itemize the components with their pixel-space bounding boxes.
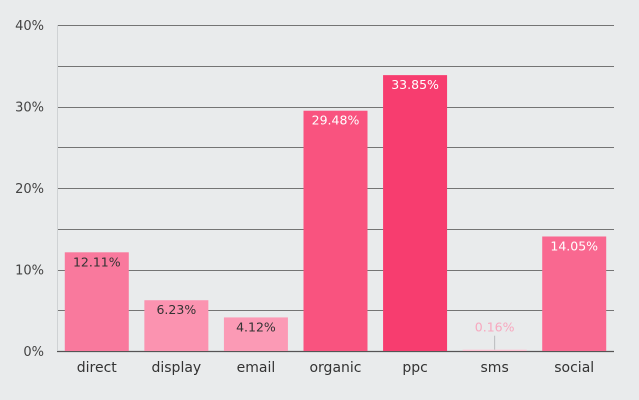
bar-display bbox=[144, 300, 209, 351]
x-tick-label-email: email bbox=[237, 360, 276, 376]
y-tick-label: 20% bbox=[15, 182, 44, 197]
bar-social bbox=[542, 236, 607, 351]
data-label-organic: 29.48% bbox=[312, 113, 360, 128]
x-tick-label-direct: direct bbox=[77, 360, 118, 376]
x-tick-label-organic: organic bbox=[309, 360, 361, 376]
bars bbox=[64, 75, 607, 351]
y-tick-label: 10% bbox=[15, 264, 44, 279]
data-label-ppc: 33.85% bbox=[391, 77, 439, 92]
y-tick-label: 40% bbox=[15, 19, 44, 34]
bar-direct bbox=[64, 252, 129, 351]
bar-organic bbox=[303, 110, 368, 351]
data-label-social: 14.05% bbox=[550, 238, 598, 253]
bar-sms bbox=[462, 349, 527, 351]
data-label-sms: 0.16% bbox=[475, 320, 515, 335]
data-label-email: 4.12% bbox=[236, 319, 276, 334]
data-labels: 12.11% 6.23% 4.12% 29.48% 33.85% 0.16% 14.05% bbox=[73, 77, 598, 350]
y-axis: 0% 10% 20% 30% 40% bbox=[15, 19, 44, 360]
bar-ppc bbox=[383, 75, 448, 351]
y-tick-label: 30% bbox=[15, 101, 44, 116]
x-axis: direct display email organic ppc sms social bbox=[77, 360, 594, 376]
x-tick-label-sms: sms bbox=[481, 360, 509, 376]
y-tick-label: 0% bbox=[23, 345, 44, 360]
x-tick-label-display: display bbox=[151, 360, 201, 376]
x-tick-label-ppc: ppc bbox=[402, 360, 427, 376]
data-label-display: 6.23% bbox=[156, 302, 196, 317]
data-label-direct: 12.11% bbox=[73, 254, 121, 269]
x-tick-label-social: social bbox=[554, 360, 594, 376]
bar-email bbox=[223, 317, 288, 351]
